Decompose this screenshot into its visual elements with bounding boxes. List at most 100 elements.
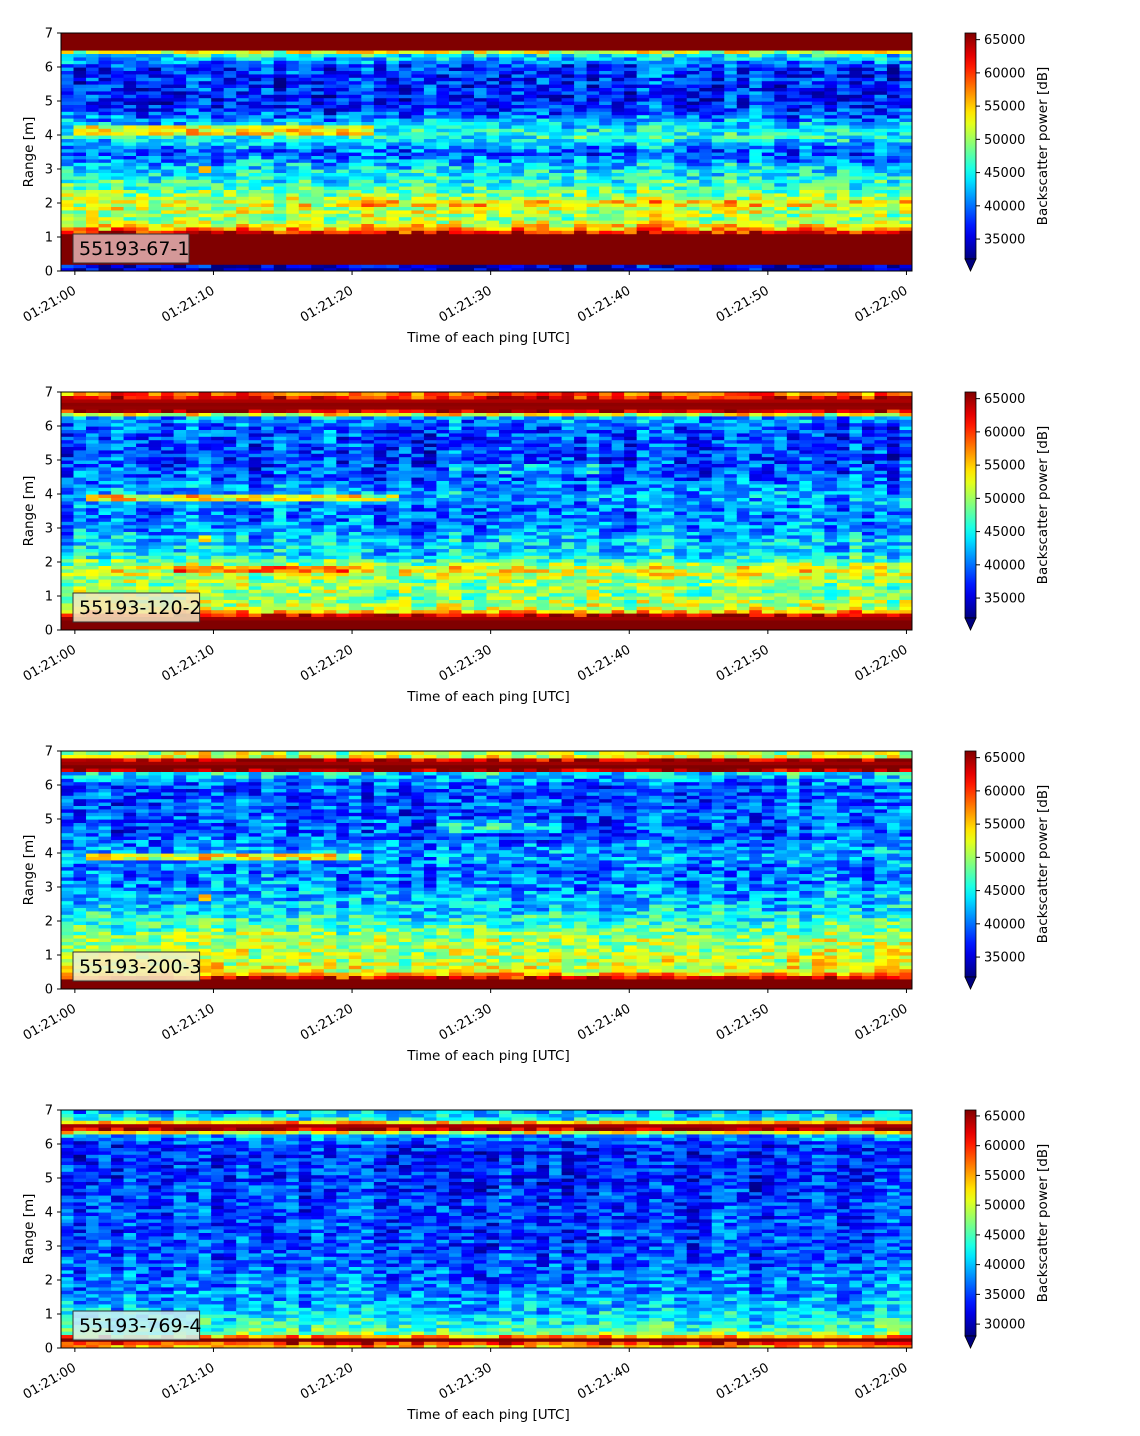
colorbar-scale [964,32,977,260]
dataset-label: 55193-120-2 [72,592,202,623]
x-tick-label: 01:21:20 [298,283,356,325]
plot-frame [60,32,913,272]
y-tick-label: 7 [45,745,53,760]
colorbar-tick-label: 50000 [984,492,1025,507]
y-tick-label: 6 [45,779,53,794]
y-axis-label: Range [m] [21,117,37,188]
colorbar-tick-label: 40000 [984,917,1025,932]
y-tick-label: 5 [45,95,53,110]
x-tick-label: 01:21:20 [298,642,356,684]
x-tick-label: 01:22:00 [852,1001,910,1043]
colorbar-tick-label: 35000 [984,592,1025,607]
colorbar-tick-label: 65000 [984,392,1025,407]
x-axis-label: Time of each ping [UTC] [406,1407,570,1423]
panel-1: 0 1 2 3 4 5 6 7 01:21:00 01:21:10 01:21:20 01:21:30… [21,27,1051,347]
y-tick-label: 0 [45,1342,53,1357]
colorbar-tick-label: 55000 [984,100,1025,115]
colorbar-tick-label: 60000 [984,784,1025,799]
x-tick-label: 01:21:30 [437,283,495,325]
colorbar-tick-label: 65000 [984,1109,1025,1124]
colorbar-tick-label: 35000 [984,1288,1025,1303]
colorbar: 35000 40000 45000 50000 55000 60000 65000 Backs… [964,391,1051,631]
colorbar-extend-arrow [964,1335,977,1349]
colorbar-tick-label: 60000 [984,1139,1025,1154]
colorbar-tick-label: 35000 [984,951,1025,966]
y-tick-label: 1 [45,590,53,605]
colorbar-tick-label: 50000 [984,133,1025,148]
y-tick-label: 7 [45,27,53,42]
plot-frame [60,1109,913,1349]
dataset-label: 55193-67-1 [72,233,190,264]
x-tick-label: 01:21:10 [159,642,217,684]
y-tick-label: 2 [45,556,53,571]
x-tick-label: 01:21:50 [714,1360,772,1402]
colorbar-tick-label: 35000 [984,233,1025,248]
colorbar: 35000 40000 45000 50000 55000 60000 65000 Backs… [964,32,1051,272]
x-tick-label: 01:21:50 [714,642,772,684]
y-axis-label: Range [m] [21,835,37,906]
x-tick-label: 01:21:30 [437,642,495,684]
x-tick-label: 01:21:00 [21,642,79,684]
y-tick-label: 6 [45,1138,53,1153]
colorbar-label: Backscatter power [dB] [1035,67,1051,226]
y-tick-label: 4 [45,129,53,144]
dataset-label: 55193-769-4 [72,1310,202,1341]
x-tick-label: 01:22:00 [852,1360,910,1402]
colorbar-tick-label: 45000 [984,1228,1025,1243]
x-tick-label: 01:21:20 [298,1360,356,1402]
panel-4: 0 1 2 3 4 5 6 7 01:21:00 01:21:10 01:21:20 01:21:30… [21,1104,1051,1424]
dataset-label: 55193-200-3 [72,951,202,982]
colorbar-tick-label: 45000 [984,884,1025,899]
x-axis-label: Time of each ping [UTC] [406,689,570,705]
y-axis-label: Range [m] [21,476,37,547]
colorbar-tick-label: 55000 [984,1169,1025,1184]
dataset-label-text: 55193-200-3 [79,956,202,978]
colorbar-tick-label: 30000 [984,1318,1025,1333]
y-tick-label: 0 [45,265,53,280]
colorbar-tick-label: 40000 [984,558,1025,573]
y-tick-label: 3 [45,881,53,896]
y-axis-label: Range [m] [21,1194,37,1265]
colorbar-tick-label: 45000 [984,525,1025,540]
y-tick-label: 4 [45,1206,53,1221]
heatmap-cells [61,751,912,989]
y-tick-label: 3 [45,163,53,178]
y-tick-label: 2 [45,1274,53,1289]
plot-frame [60,391,913,631]
y-tick-label: 1 [45,949,53,964]
colorbar-tick-label: 60000 [984,66,1025,81]
colorbar-tick-label: 65000 [984,751,1025,766]
y-tick-label: 7 [45,1104,53,1119]
x-tick-label: 01:21:50 [714,1001,772,1043]
y-tick-label: 0 [45,983,53,998]
heatmap-cells [61,33,912,271]
dataset-label-text: 55193-769-4 [79,1315,202,1337]
y-tick-label: 7 [45,386,53,401]
x-tick-label: 01:21:50 [714,283,772,325]
colorbar-tick-label: 45000 [984,166,1025,181]
x-tick-label: 01:21:40 [575,283,633,325]
y-tick-label: 2 [45,915,53,930]
x-axis-label: Time of each ping [UTC] [406,330,570,346]
y-tick-label: 0 [45,624,53,639]
x-tick-label: 01:21:10 [159,1001,217,1043]
x-tick-label: 01:21:30 [437,1360,495,1402]
colorbar-scale [964,1109,977,1337]
colorbar: 35000 40000 45000 50000 55000 60000 65000 Backs… [964,750,1051,990]
y-tick-label: 5 [45,1172,53,1187]
x-tick-label: 01:21:10 [159,1360,217,1402]
dataset-label-text: 55193-67-1 [79,238,189,260]
y-tick-label: 4 [45,488,53,503]
y-tick-label: 1 [45,231,53,246]
colorbar-label: Backscatter power [dB] [1035,1144,1051,1303]
panel-2: 0 1 2 3 4 5 6 7 01:21:00 01:21:10 01:21:20 01:21:30… [21,386,1051,706]
x-axis-label: Time of each ping [UTC] [406,1048,570,1064]
heatmap-cells [61,1110,912,1348]
y-tick-label: 5 [45,454,53,469]
colorbar-tick-label: 50000 [984,1199,1025,1214]
colorbar-tick-label: 65000 [984,33,1025,48]
x-tick-label: 01:22:00 [852,642,910,684]
colorbar-scale [964,391,977,619]
panel-3: 0 1 2 3 4 5 6 7 01:21:00 01:21:10 01:21:20 01:21:30… [21,745,1051,1065]
